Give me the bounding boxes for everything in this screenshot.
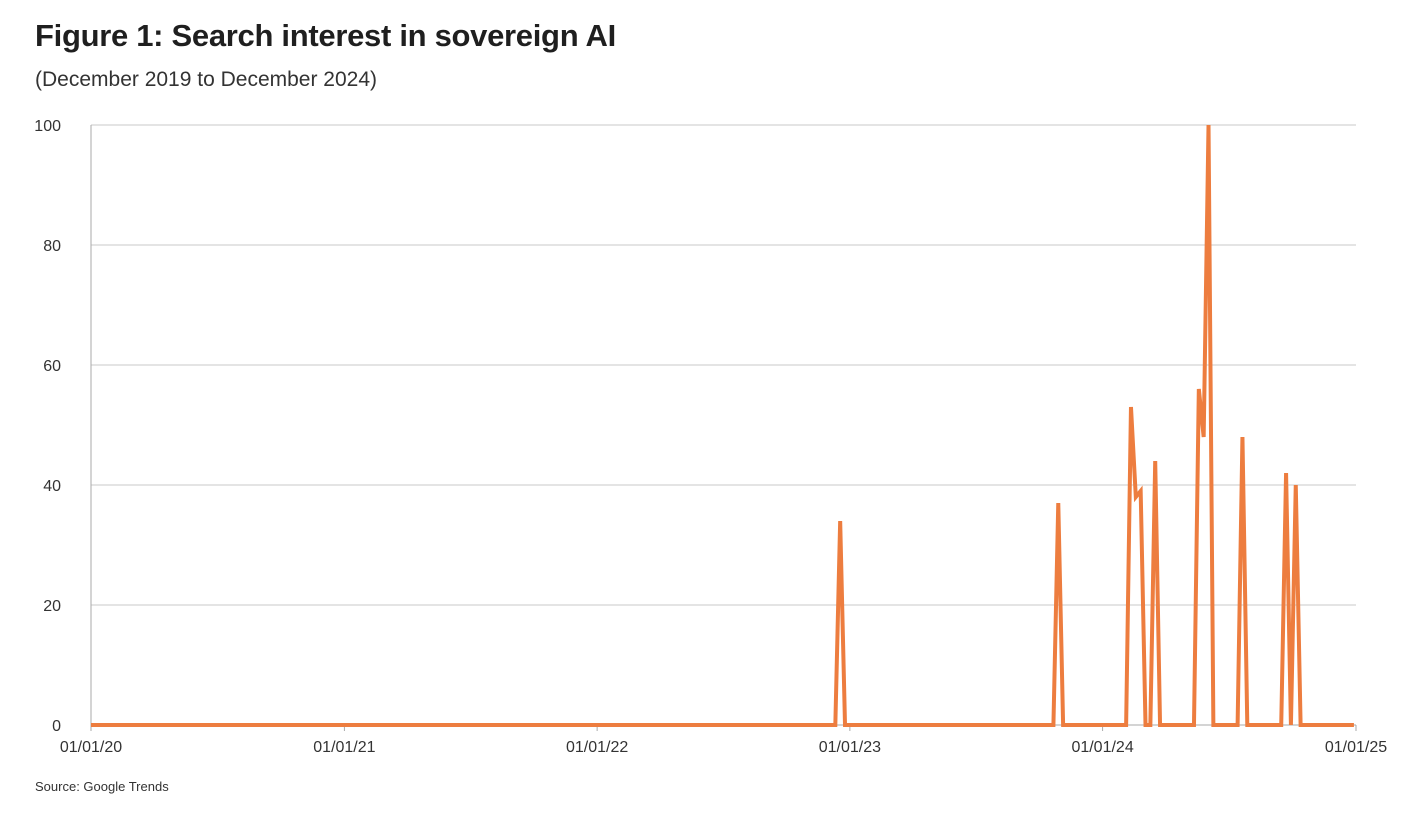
x-tick-label: 01/01/24: [1071, 739, 1133, 756]
axes: [90, 125, 1357, 731]
y-tick-label: 100: [34, 118, 61, 135]
gridlines: [91, 124, 1356, 606]
x-tick-label: 01/01/20: [60, 739, 122, 756]
y-tick-label: 20: [43, 598, 61, 615]
chart-title: Figure 1: Search interest in sovereign A…: [35, 18, 616, 53]
y-axis-tick-labels: 0 20 40 60 80 100: [34, 118, 61, 735]
series-line-0: [91, 124, 1354, 727]
y-tick-label: 60: [43, 358, 61, 375]
y-tick-label: 40: [43, 478, 61, 495]
y-tick-label: 0: [52, 718, 61, 735]
x-tick-label: 01/01/25: [1325, 739, 1387, 756]
x-tick-label: 01/01/21: [313, 739, 375, 756]
series-lines: [91, 124, 1354, 727]
y-tick-label: 80: [43, 238, 61, 255]
x-axis-tick-labels: 01/01/20 01/01/21 01/01/22 01/01/23 01/01/24…: [60, 739, 1387, 756]
x-tick-label: 01/01/23: [819, 739, 881, 756]
x-tick-label: 01/01/22: [566, 739, 628, 756]
chart-subtitle: (December 2019 to December 2024): [35, 68, 378, 91]
source-note: Source: Google Trends: [35, 779, 169, 794]
